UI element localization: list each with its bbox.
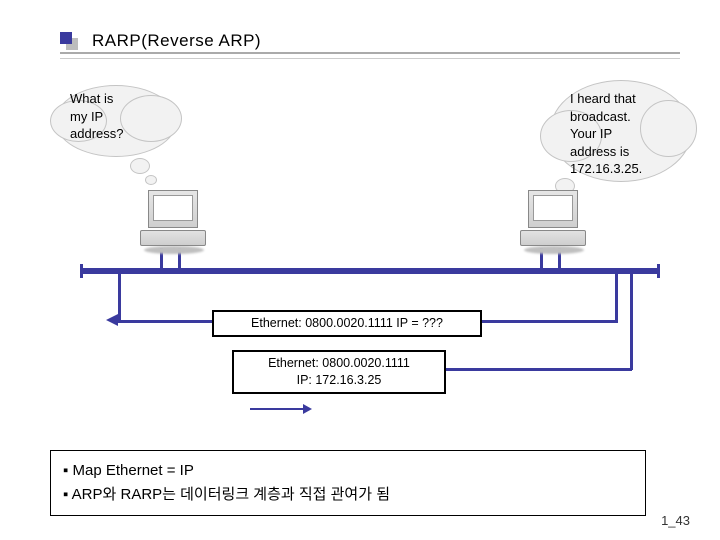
title-bar: RARP(Reverse ARP): [60, 28, 680, 54]
reply-path-down-right: [630, 272, 633, 370]
note-line-2: ARP와 RARP는 데이터링크 계층과 직접 관여가 됨: [63, 483, 633, 507]
reply-small-arrow: [250, 408, 304, 410]
reply-box: Ethernet: 0800.0020.1111 IP: 172.16.3.25: [232, 350, 446, 394]
right-bubble-text: I heard that broadcast. Your IP address …: [560, 82, 690, 186]
thought-dot-left-2: [145, 175, 157, 185]
req-path-up-right: [615, 272, 618, 322]
note-line-1: Map Ethernet = IP: [63, 459, 633, 483]
req-path-right: [468, 320, 618, 323]
req-arrow-left: [106, 314, 118, 326]
computer-left: [140, 190, 210, 260]
ethernet-bus: [80, 268, 660, 274]
request-box-text: Ethernet: 0800.0020.1111 IP = ???: [251, 316, 443, 330]
req-path-to-box: [118, 320, 214, 323]
page-number: 1_43: [661, 513, 690, 528]
reply-path-right: [432, 368, 632, 371]
title-underline: [60, 52, 680, 59]
computer-right: [520, 190, 590, 260]
left-bubble-text: What is my IP address?: [60, 82, 170, 151]
title-icon: [60, 32, 82, 50]
reply-box-text: Ethernet: 0800.0020.1111 IP: 172.16.3.25: [268, 356, 410, 387]
notes-box: Map Ethernet = IP ARP와 RARP는 데이터링크 계층과 직…: [50, 450, 646, 516]
page-title: RARP(Reverse ARP): [92, 31, 261, 51]
thought-dot-left-1: [130, 158, 150, 174]
req-path-down: [118, 272, 121, 322]
request-box: Ethernet: 0800.0020.1111 IP = ???: [212, 310, 482, 337]
